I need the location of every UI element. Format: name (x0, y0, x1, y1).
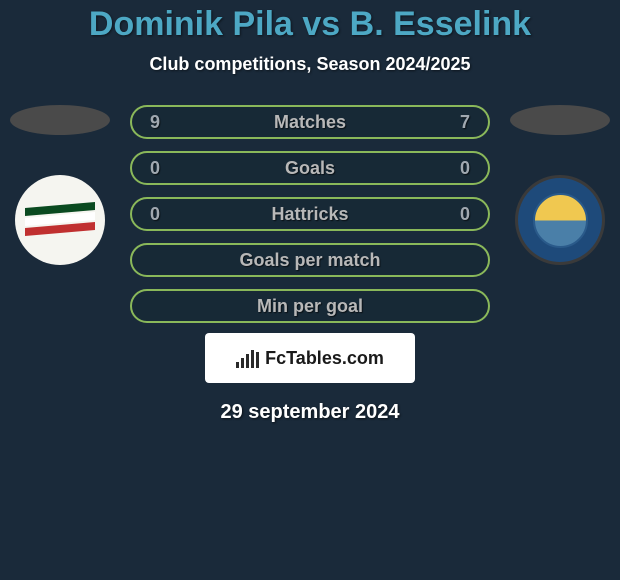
club-badge-left-flag (25, 203, 95, 238)
stat-label: Min per goal (257, 296, 363, 317)
date-label: 29 september 2024 (0, 401, 620, 424)
club-badge-right (515, 175, 605, 265)
player-right-oval (510, 105, 610, 135)
stat-pill: 9 Matches 7 (130, 105, 490, 139)
comparison-container: Dominik Pila vs B. Esselink Club competi… (0, 0, 620, 424)
brand-logo[interactable]: FcTables.com (205, 333, 415, 383)
player-left-oval (10, 105, 110, 135)
main-row: 9 Matches 7 0 Goals 0 0 Hattricks 0 Goals per mat… (0, 105, 620, 323)
stat-right-value: 0 (460, 158, 470, 179)
logo-bar (236, 362, 239, 368)
stat-left-value: 0 (150, 204, 160, 225)
left-column (5, 105, 115, 265)
stat-pill: 0 Hattricks 0 (130, 197, 490, 231)
stats-column: 9 Matches 7 0 Goals 0 0 Hattricks 0 Goals per mat… (115, 105, 505, 323)
logo-bar (251, 350, 254, 368)
logo-bar (241, 358, 244, 368)
stat-right-value: 0 (460, 204, 470, 225)
stat-pill: Min per goal (130, 289, 490, 323)
stat-pill: Goals per match (130, 243, 490, 277)
stat-label: Goals per match (239, 250, 380, 271)
page-title: Dominik Pila vs B. Esselink (0, 5, 620, 44)
stat-pill: 0 Goals 0 (130, 151, 490, 185)
stat-left-value: 9 (150, 112, 160, 133)
club-badge-right-inner (533, 193, 588, 248)
stat-label: Matches (274, 112, 346, 133)
logo-bar (256, 352, 259, 368)
stat-right-value: 7 (460, 112, 470, 133)
subtitle: Club competitions, Season 2024/2025 (0, 54, 620, 75)
stat-label: Hattricks (271, 204, 348, 225)
brand-text: FcTables.com (265, 348, 384, 369)
stat-label: Goals (285, 158, 335, 179)
brand-chart-icon (236, 348, 259, 368)
stat-left-value: 0 (150, 158, 160, 179)
logo-bar (246, 354, 249, 368)
club-badge-left (15, 175, 105, 265)
right-column (505, 105, 615, 265)
